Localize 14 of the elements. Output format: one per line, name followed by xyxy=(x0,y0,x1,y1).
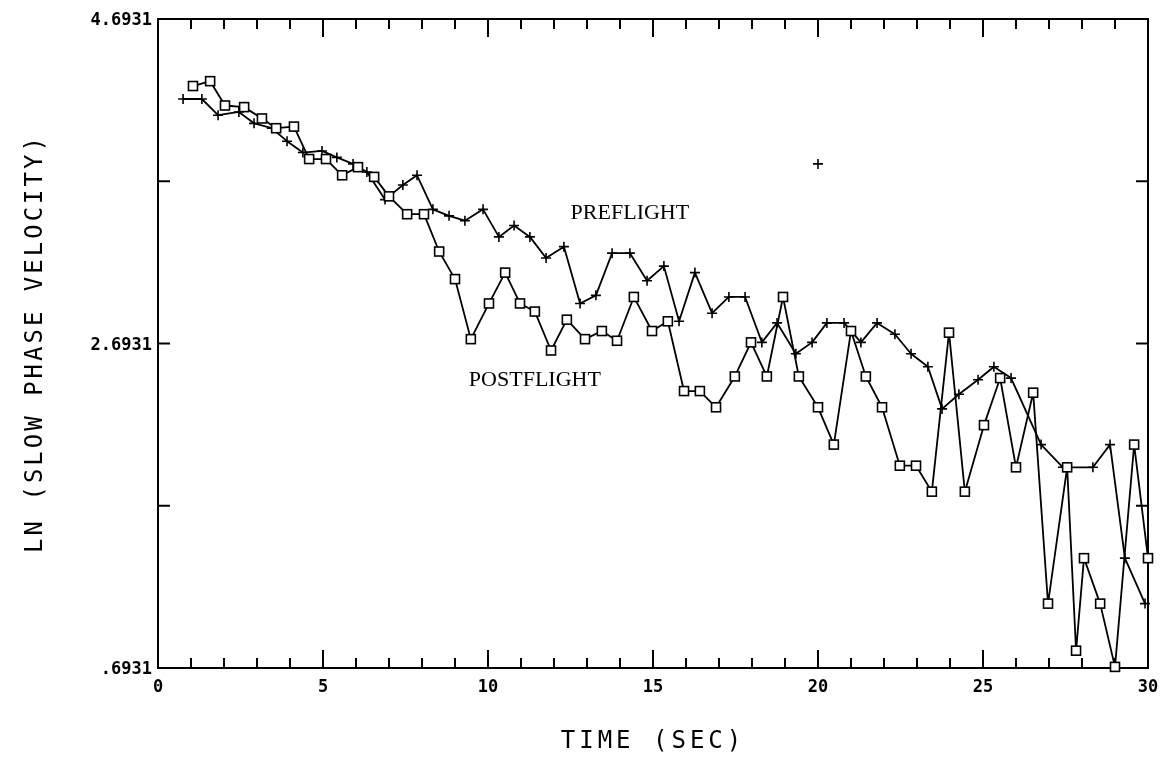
x-tick-label: 0 xyxy=(152,676,164,696)
series-label: POSTFLIGHT xyxy=(468,365,602,391)
x-tick-label: 20 xyxy=(807,676,829,696)
series-label: PREFLIGHT xyxy=(570,199,690,225)
x-tick-label: 10 xyxy=(477,676,499,696)
y-tick-label: 4.6931 xyxy=(90,9,152,29)
y-axis-title: LN (SLOW PHASE VELOCITY) xyxy=(20,134,48,553)
x-tick-label: 15 xyxy=(642,676,664,696)
y-tick-label: 2.6931 xyxy=(90,333,152,354)
x-axis-title: TIME (SEC) xyxy=(560,726,746,754)
x-tick-label: 25 xyxy=(972,676,994,696)
x-tick-label: 30 xyxy=(1137,676,1159,696)
x-tick-label: 5 xyxy=(317,676,329,696)
y-tick-label: .6931 xyxy=(100,658,152,678)
